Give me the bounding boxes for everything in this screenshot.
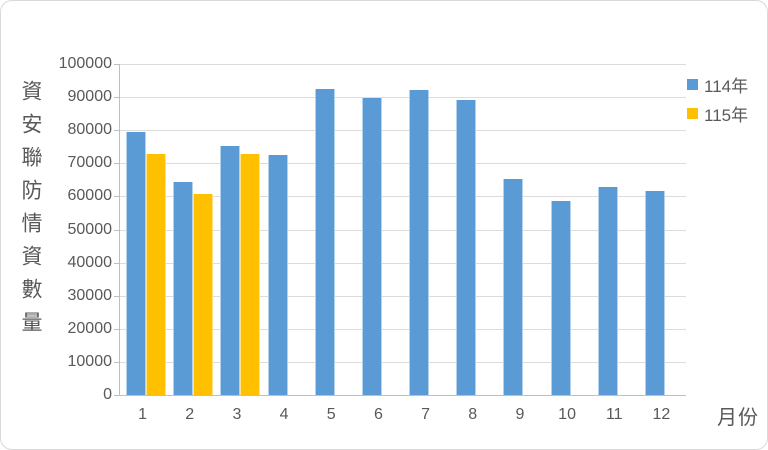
legend-swatch-114年: [687, 78, 698, 90]
legend: 114年 115年: [687, 74, 748, 132]
y-tick-label: 80000: [67, 121, 113, 139]
bar-114年-month-4: [267, 154, 288, 395]
bar-115年-month-1: [146, 154, 166, 395]
y-tick-label: 70000: [67, 154, 113, 172]
x-tick-label: 2: [185, 406, 195, 423]
legend-label: 114年: [704, 76, 749, 96]
x-tick-label: 7: [421, 406, 431, 423]
y-tick-label: 100000: [58, 55, 112, 72]
y-tick-label: 60000: [67, 187, 113, 205]
gridline: [120, 163, 686, 165]
gridline: [120, 262, 686, 264]
x-tick-label: 5: [326, 406, 336, 423]
y-axis-title: 資安聯防情資數量: [19, 80, 42, 344]
gridline: [120, 97, 686, 99]
gridline: [120, 229, 686, 231]
y-tick-label: 20000: [67, 319, 113, 337]
bar-114年-month-11: [597, 186, 618, 395]
gridline: [120, 295, 686, 297]
y-tick-label: 40000: [67, 253, 113, 271]
bar-114年-month-2: [173, 181, 194, 395]
gridline: [120, 196, 686, 198]
y-tick-mark: [114, 163, 119, 165]
y-tick-label: 50000: [67, 220, 113, 238]
legend-item: 114年: [687, 74, 749, 96]
y-tick-mark: [114, 328, 119, 330]
gridline: [120, 328, 686, 330]
bar-114年-month-6: [361, 98, 382, 395]
y-tick-mark: [114, 229, 119, 231]
x-tick-label: 9: [515, 406, 525, 423]
bar-114年-month-12: [644, 190, 665, 395]
x-tick-label: 3: [232, 406, 242, 423]
x-tick-label: 4: [279, 406, 289, 423]
y-tick-mark: [114, 295, 119, 297]
y-tick-mark: [114, 97, 119, 99]
bar-114年-month-5: [314, 88, 335, 395]
bar-114年-month-7: [409, 90, 429, 395]
y-tick-mark: [114, 196, 119, 198]
bar-114年-month-3: [220, 146, 241, 395]
bar-114年-month-9: [503, 178, 524, 395]
bar-115年-month-2: [193, 193, 214, 395]
x-tick-label: 11: [605, 406, 623, 423]
x-tick-label: 8: [468, 406, 478, 423]
legend-label: 115年: [704, 105, 749, 125]
bar-114年-month-1: [126, 131, 146, 395]
gridline: [120, 64, 686, 65]
bar-114年-month-10: [550, 201, 571, 395]
x-tick-label: 12: [652, 406, 671, 423]
y-tick-mark: [114, 130, 119, 132]
gridline: [120, 361, 686, 363]
y-tick-label: 0: [103, 386, 112, 403]
x-axis-title: 月份: [717, 407, 759, 429]
gridline: [120, 130, 686, 132]
plot-area: [119, 64, 686, 396]
y-tick-label: 30000: [67, 286, 113, 304]
x-tick-label: 6: [373, 406, 383, 423]
legend-swatch-115年: [687, 107, 698, 119]
x-tick-label: 10: [558, 406, 576, 423]
y-tick-label: 10000: [67, 352, 113, 370]
x-tick-label: 1: [138, 406, 148, 423]
y-tick-mark: [114, 395, 119, 396]
y-tick-label: 90000: [67, 88, 113, 106]
bar-115年-month-3: [240, 153, 261, 395]
y-tick-mark: [114, 361, 119, 363]
bar-114年-month-8: [456, 99, 477, 395]
y-tick-mark: [114, 64, 119, 65]
legend-item: 115年: [687, 103, 749, 125]
y-tick-mark: [114, 262, 119, 264]
